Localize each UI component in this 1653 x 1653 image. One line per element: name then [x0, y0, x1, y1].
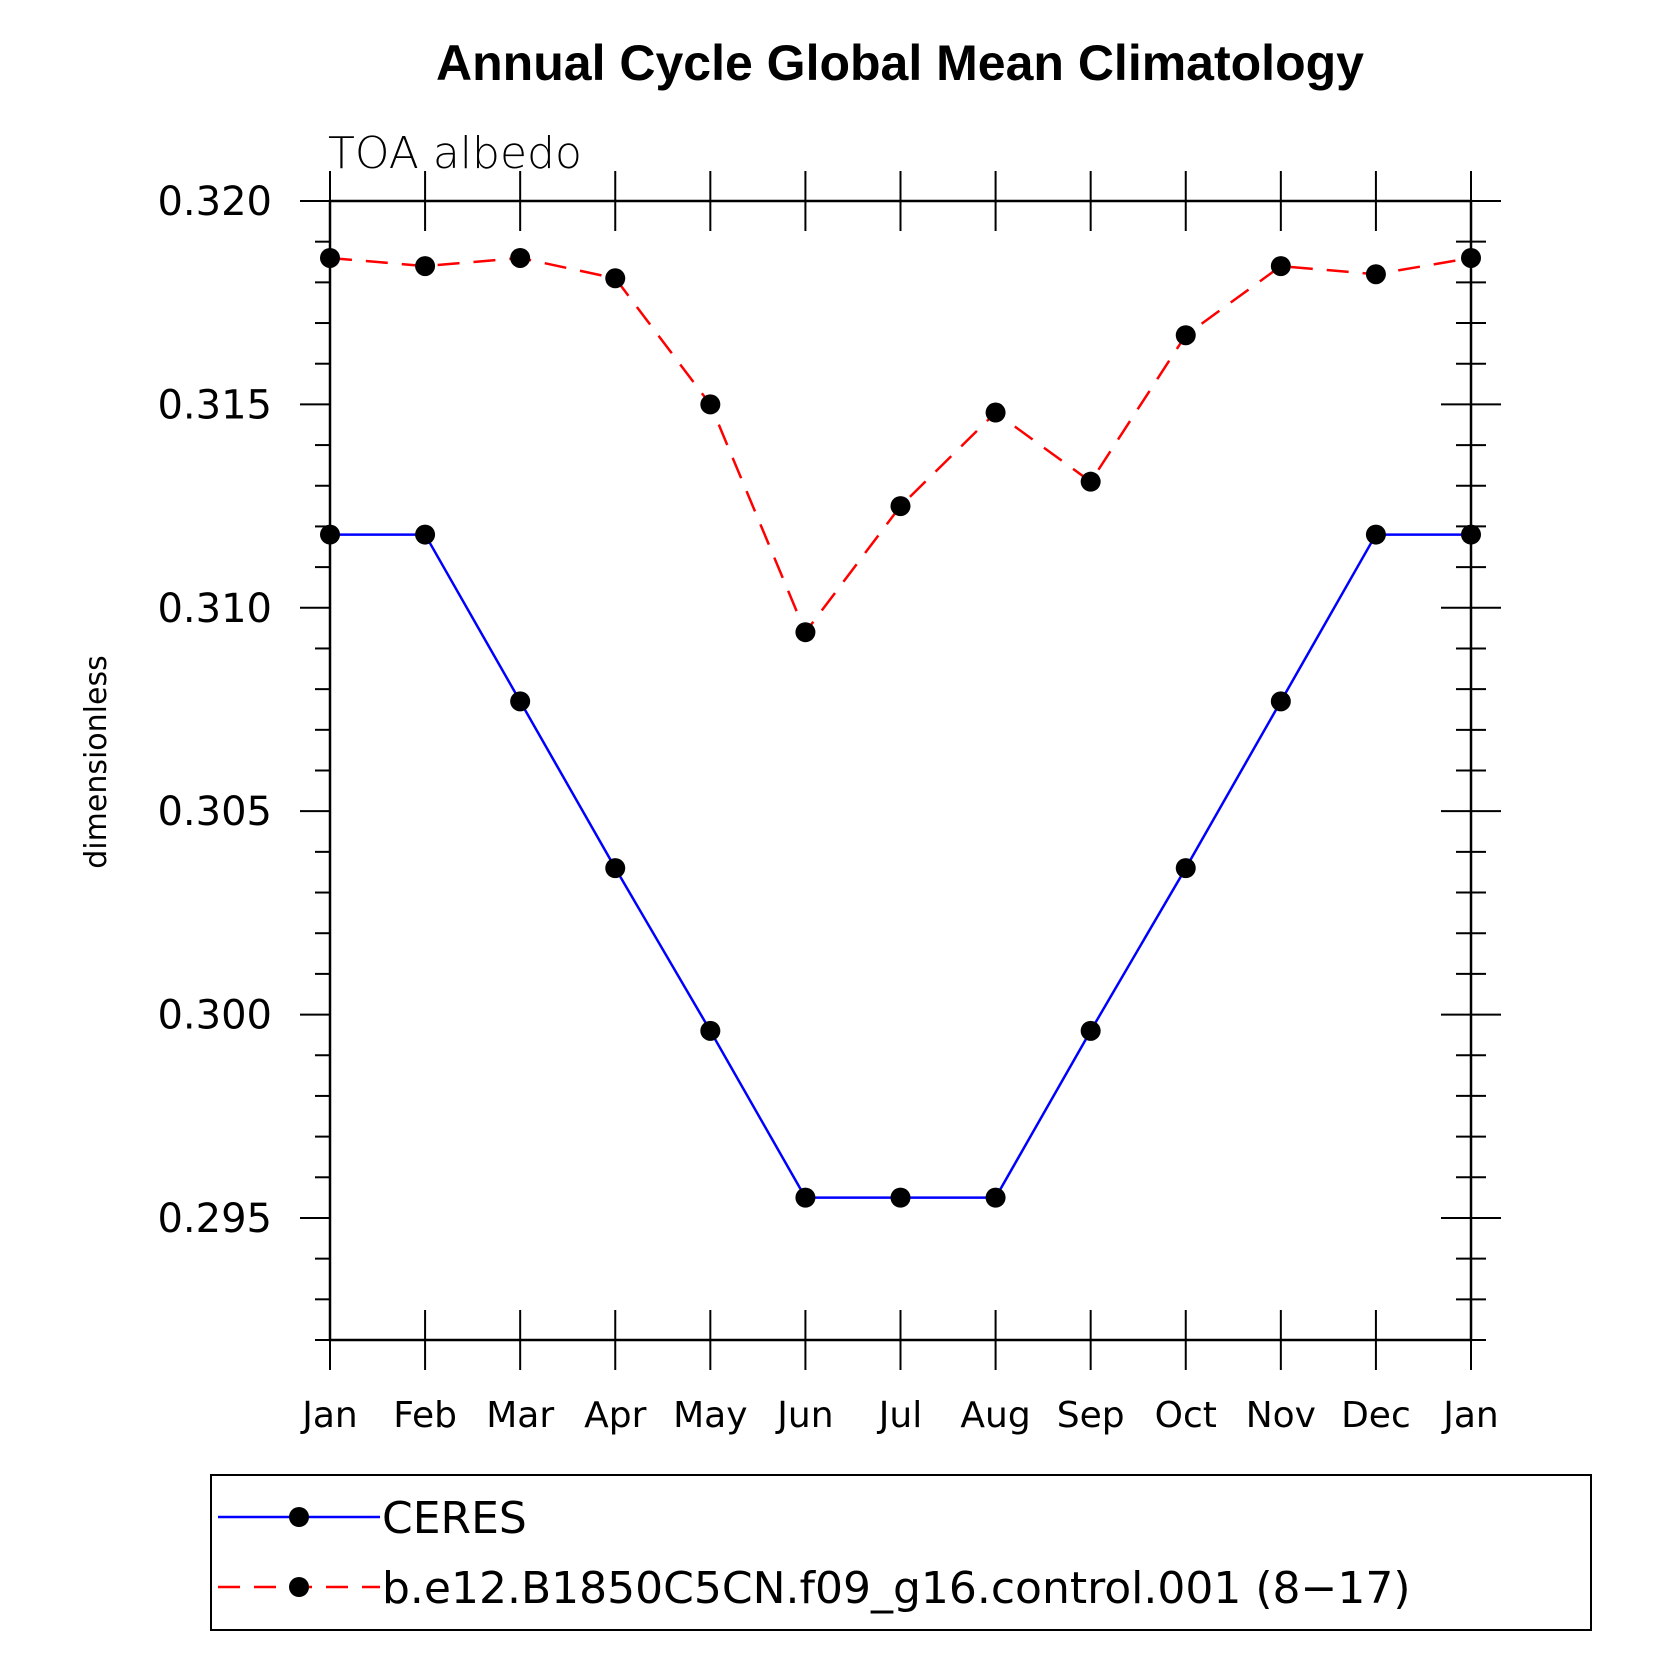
data-point — [985, 1187, 1006, 1208]
y-tick-label: 0.320 — [157, 179, 272, 225]
x-tick-label: Jun — [775, 1395, 833, 1436]
x-tick-label: Dec — [1341, 1395, 1411, 1436]
data-point — [795, 1187, 816, 1208]
data-point — [320, 524, 340, 545]
data-point — [1365, 524, 1386, 545]
y-axis-label: dimensionless — [79, 655, 114, 868]
x-tick-label: Mar — [486, 1395, 554, 1436]
y-tick-label: 0.295 — [157, 1196, 272, 1242]
data-point — [985, 402, 1006, 423]
data-point — [510, 691, 531, 712]
series-layer — [320, 247, 1481, 1208]
data-point — [415, 256, 436, 277]
y-tick-label: 0.300 — [157, 993, 272, 1039]
legend-marker-ceres — [289, 1507, 309, 1527]
legend-marker-model — [289, 1577, 309, 1597]
data-point — [1175, 858, 1196, 879]
x-tick-label: Jan — [300, 1395, 358, 1436]
data-point — [1080, 471, 1101, 492]
data-point — [605, 858, 626, 879]
legend: CERES b.e12.B1850C5CN.f09_g16.control.00… — [210, 1474, 1592, 1631]
data-point — [700, 1020, 721, 1041]
y-tick-label: 0.315 — [157, 382, 272, 428]
series-1 — [320, 247, 1481, 643]
series-0 — [320, 524, 1481, 1208]
x-tick-label: Oct — [1155, 1395, 1217, 1436]
y-axis-ticks: 0.320 0.315 0.310 0.305 0.300 0.295 — [157, 179, 1501, 1341]
data-point — [1461, 247, 1481, 268]
data-point — [320, 247, 340, 268]
data-point — [1270, 256, 1291, 277]
data-point — [890, 496, 911, 517]
chart-title: Annual Cycle Global Mean Climatology — [436, 35, 1364, 91]
x-tick-label: May — [673, 1395, 747, 1436]
x-tick-label: Aug — [960, 1395, 1030, 1436]
series-line-0 — [330, 533, 1471, 1199]
legend-box — [210, 1474, 1592, 1631]
data-point — [510, 247, 531, 268]
x-tick-label: Feb — [393, 1395, 457, 1436]
data-point — [890, 1187, 911, 1208]
data-point — [605, 268, 626, 289]
data-point — [1365, 264, 1386, 285]
x-tick-label: Nov — [1246, 1395, 1316, 1436]
plot-frame — [328, 199, 1473, 1342]
series-line-1 — [329, 256, 1472, 635]
x-tick-label: Jul — [877, 1395, 922, 1436]
y-tick-label: 0.305 — [157, 789, 272, 835]
data-point — [700, 394, 721, 415]
chart-subtitle: TOA albedo — [328, 128, 582, 179]
x-tick-label: Sep — [1057, 1395, 1125, 1436]
data-point — [1461, 524, 1481, 545]
data-point — [1175, 325, 1196, 346]
legend-label-model: b.e12.B1850C5CN.f09_g16.control.001 (8−1… — [382, 1563, 1411, 1614]
data-point — [795, 622, 816, 643]
y-tick-label: 0.310 — [157, 586, 272, 632]
x-axis-ticks: Jan Feb Mar Apr May Jun Jul Aug Sep Oct Nov Dec Jan — [300, 171, 1499, 1436]
data-point — [1270, 691, 1291, 712]
data-point — [415, 524, 436, 545]
plot-border — [328, 199, 1473, 1342]
x-tick-label: Apr — [584, 1395, 646, 1436]
x-tick-label: Jan — [1441, 1395, 1499, 1436]
data-point — [1080, 1020, 1101, 1041]
legend-label-ceres: CERES — [382, 1493, 527, 1544]
